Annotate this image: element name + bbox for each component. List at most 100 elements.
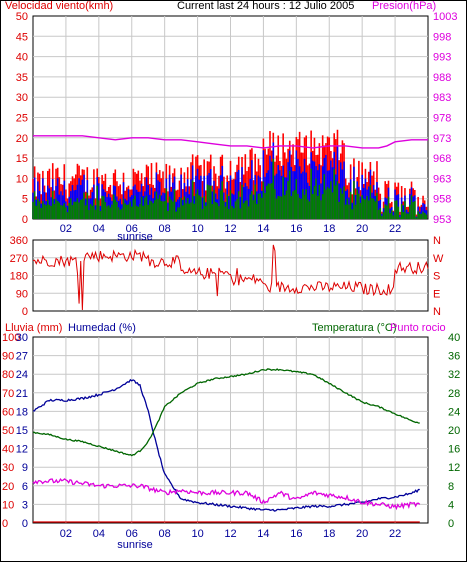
y-tick-wind: 10 <box>16 173 28 185</box>
x-tick-label: 12 <box>224 528 236 540</box>
x-tick-label: 16 <box>290 223 302 235</box>
y-tick-rain: 20 <box>2 481 14 493</box>
pressure-line <box>33 135 428 149</box>
y-tick-rain: 100 <box>2 332 20 344</box>
sunrise-label: sunrise <box>117 539 152 551</box>
y-tick-temp: 16 <box>448 444 460 456</box>
x-tick-label: 20 <box>356 528 368 540</box>
y-tick-pressure: 998 <box>433 31 451 43</box>
y-tick-rain: 30 <box>2 462 14 474</box>
y-tick-compass: N <box>433 235 441 247</box>
x-tick-label: 18 <box>323 528 335 540</box>
y-tick-compass: S <box>433 271 440 283</box>
x-tick-label: 02 <box>60 223 72 235</box>
y-tick-compass: N <box>433 306 441 318</box>
y-tick-pressure: 1003 <box>433 11 457 23</box>
temperature-line <box>32 368 420 457</box>
sunrise-label: sunrise <box>117 231 152 243</box>
x-tick-label: 12 <box>224 223 236 235</box>
y-tick-humidity: 24 <box>16 369 28 381</box>
y-tick-wind: 0 <box>22 214 28 226</box>
y-tick-temp: 4 <box>448 499 454 511</box>
y-tick-pressure: 973 <box>433 133 451 145</box>
y-tick-temp: 8 <box>448 481 454 493</box>
x-tick-label: 02 <box>60 528 72 540</box>
y-tick-humidity: 12 <box>16 444 28 456</box>
y-tick-wind: 40 <box>16 52 28 64</box>
y-tick-wind: 25 <box>16 113 28 125</box>
y-tick-direction: 360 <box>10 235 28 247</box>
y-tick-humidity: 27 <box>16 351 28 363</box>
x-tick-label: 04 <box>93 223 105 235</box>
y-tick-rain: 0 <box>2 518 8 530</box>
y-tick-humidity: 3 <box>22 499 28 511</box>
y-tick-temp: 36 <box>448 351 460 363</box>
y-tick-pressure: 978 <box>433 113 451 125</box>
y-tick-pressure: 963 <box>433 173 451 185</box>
x-tick-label: 22 <box>389 223 401 235</box>
wind-title: Velocidad viento(kmh) <box>5 0 113 12</box>
y-tick-direction: 180 <box>10 271 28 283</box>
x-tick-label: 20 <box>356 223 368 235</box>
y-tick-humidity: 30 <box>16 332 28 344</box>
x-tick-label: 08 <box>159 223 171 235</box>
y-tick-rain: 60 <box>2 406 14 418</box>
dew-title: Punto rocio <box>390 322 446 334</box>
y-tick-direction: 0 <box>22 306 28 318</box>
y-tick-pressure: 983 <box>433 92 451 104</box>
humidity-title: Humedad (%) <box>68 322 136 334</box>
pressure-title: Presion(hPa) <box>372 0 436 12</box>
y-tick-temp: 28 <box>448 388 460 400</box>
y-tick-wind: 5 <box>22 194 28 206</box>
y-tick-wind: 35 <box>16 72 28 84</box>
y-tick-direction: 90 <box>16 288 28 300</box>
y-tick-humidity: 21 <box>16 388 28 400</box>
x-tick-label: 18 <box>323 223 335 235</box>
y-tick-wind: 45 <box>16 31 28 43</box>
y-tick-temp: 0 <box>448 518 454 530</box>
y-tick-rain: 50 <box>2 425 14 437</box>
y-tick-temp: 32 <box>448 369 460 381</box>
y-tick-direction: 270 <box>10 253 28 265</box>
y-tick-rain: 90 <box>2 351 14 363</box>
x-tick-label: 04 <box>93 528 105 540</box>
y-tick-temp: 40 <box>448 332 460 344</box>
y-tick-wind: 50 <box>16 11 28 23</box>
y-tick-compass: W <box>433 253 444 265</box>
y-tick-wind: 20 <box>16 133 28 145</box>
y-tick-temp: 20 <box>448 425 460 437</box>
y-tick-humidity: 9 <box>22 462 28 474</box>
x-tick-label: 08 <box>159 528 171 540</box>
x-tick-label: 10 <box>191 223 203 235</box>
x-tick-label: 16 <box>290 528 302 540</box>
x-tick-label: 22 <box>389 528 401 540</box>
y-tick-temp: 24 <box>448 406 460 418</box>
y-tick-rain: 70 <box>2 388 14 400</box>
x-tick-label: 10 <box>191 528 203 540</box>
temp-title: Temperatura (°C) <box>312 322 396 334</box>
y-tick-wind: 15 <box>16 153 28 165</box>
x-tick-label: 06 <box>126 223 138 235</box>
y-tick-pressure: 988 <box>433 72 451 84</box>
y-tick-humidity: 15 <box>16 425 28 437</box>
y-tick-pressure: 958 <box>433 194 451 206</box>
y-tick-temp: 12 <box>448 462 460 474</box>
y-tick-wind: 30 <box>16 92 28 104</box>
y-tick-rain: 40 <box>2 444 14 456</box>
y-tick-humidity: 6 <box>22 481 28 493</box>
y-tick-pressure: 993 <box>433 52 451 64</box>
current-title: Current last 24 hours : 12 Julio 2005 <box>177 0 354 12</box>
y-tick-compass: E <box>433 288 440 300</box>
y-tick-humidity: 0 <box>22 518 28 530</box>
x-tick-label: 06 <box>126 528 138 540</box>
rain-title: Lluvia (mm) <box>5 322 62 334</box>
direction-line <box>32 244 429 311</box>
y-tick-pressure: 953 <box>433 214 451 226</box>
y-tick-pressure: 968 <box>433 153 451 165</box>
x-tick-label: 14 <box>257 223 269 235</box>
x-tick-label: 14 <box>257 528 269 540</box>
dew-point-line <box>32 477 421 511</box>
y-tick-rain: 80 <box>2 369 14 381</box>
y-tick-rain: 10 <box>2 499 14 511</box>
